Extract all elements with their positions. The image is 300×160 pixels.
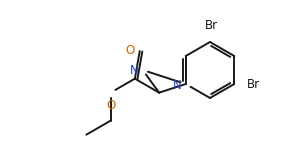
Text: O: O: [125, 44, 135, 57]
Text: N: N: [129, 64, 138, 76]
Text: Br: Br: [247, 77, 260, 91]
Text: O: O: [106, 99, 115, 112]
Text: N: N: [172, 79, 181, 92]
Text: Br: Br: [204, 19, 218, 32]
